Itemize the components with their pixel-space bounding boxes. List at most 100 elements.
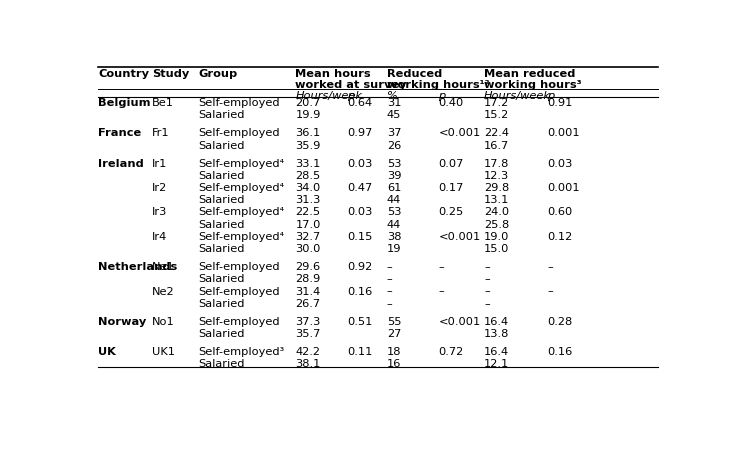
Text: 0.001: 0.001 — [547, 183, 579, 193]
Text: 45: 45 — [387, 110, 401, 120]
Text: 19.9: 19.9 — [295, 110, 321, 120]
Text: 30.0: 30.0 — [295, 244, 321, 254]
Text: 17.0: 17.0 — [295, 219, 321, 230]
Text: 12.3: 12.3 — [484, 171, 509, 181]
Text: 38: 38 — [387, 232, 401, 242]
Text: 53: 53 — [387, 207, 401, 218]
Text: –: – — [438, 262, 444, 272]
Text: 0.92: 0.92 — [347, 262, 372, 272]
Text: –: – — [484, 274, 490, 284]
Text: 25.8: 25.8 — [484, 219, 509, 230]
Text: Fr1: Fr1 — [152, 128, 170, 138]
Text: 55: 55 — [387, 317, 401, 327]
Text: Norway: Norway — [98, 317, 146, 327]
Text: –: – — [484, 287, 490, 297]
Text: –: – — [387, 262, 393, 272]
Text: <0.001: <0.001 — [438, 317, 480, 327]
Text: –: – — [547, 287, 553, 297]
Text: Self-employed³: Self-employed³ — [198, 347, 284, 357]
Text: –: – — [387, 287, 393, 297]
Text: Self-employed⁴: Self-employed⁴ — [198, 207, 284, 218]
Text: 20.7: 20.7 — [295, 98, 320, 108]
Text: Salaried: Salaried — [198, 171, 244, 181]
Text: Hours/week: Hours/week — [484, 91, 551, 100]
Text: Salaried: Salaried — [198, 359, 244, 369]
Text: 0.97: 0.97 — [347, 128, 372, 138]
Text: 29.6: 29.6 — [295, 262, 320, 272]
Text: 22.4: 22.4 — [484, 128, 509, 138]
Text: Self-employed⁴: Self-employed⁴ — [198, 232, 284, 242]
Text: Ir1: Ir1 — [152, 159, 168, 169]
Text: Self-employed: Self-employed — [198, 317, 280, 327]
Text: Be1: Be1 — [152, 98, 174, 108]
Text: 37: 37 — [387, 128, 401, 138]
Text: Mean hours
worked at survey: Mean hours worked at survey — [295, 69, 407, 90]
Text: 22.5: 22.5 — [295, 207, 320, 218]
Text: Salaried: Salaried — [198, 244, 244, 254]
Text: 32.7: 32.7 — [295, 232, 320, 242]
Text: 36.1: 36.1 — [295, 128, 320, 138]
Text: 13.8: 13.8 — [484, 329, 509, 339]
Text: %: % — [387, 91, 398, 100]
Text: Study: Study — [152, 69, 190, 78]
Text: –: – — [438, 287, 444, 297]
Text: p: p — [547, 91, 554, 100]
Text: –: – — [547, 262, 553, 272]
Text: 0.25: 0.25 — [438, 207, 463, 218]
Text: 0.03: 0.03 — [347, 207, 372, 218]
Text: Country: Country — [98, 69, 149, 78]
Text: Self-employed: Self-employed — [198, 98, 280, 108]
Text: Self-employed: Self-employed — [198, 262, 280, 272]
Text: 0.17: 0.17 — [438, 183, 463, 193]
Text: 0.64: 0.64 — [347, 98, 372, 108]
Text: 34.0: 34.0 — [295, 183, 320, 193]
Text: p: p — [347, 91, 354, 100]
Text: Self-employed⁴: Self-employed⁴ — [198, 159, 284, 169]
Text: France: France — [98, 128, 141, 138]
Text: 0.60: 0.60 — [547, 207, 572, 218]
Text: 35.7: 35.7 — [295, 329, 321, 339]
Text: 0.11: 0.11 — [347, 347, 372, 357]
Text: Self-employed: Self-employed — [198, 128, 280, 138]
Text: –: – — [484, 299, 490, 309]
Text: 33.1: 33.1 — [295, 159, 321, 169]
Text: –: – — [387, 299, 393, 309]
Text: 19.0: 19.0 — [484, 232, 509, 242]
Text: Self-employed⁴: Self-employed⁴ — [198, 183, 284, 193]
Text: 53: 53 — [387, 159, 401, 169]
Text: <0.001: <0.001 — [438, 232, 480, 242]
Text: Salaried: Salaried — [198, 110, 244, 120]
Text: p: p — [438, 91, 446, 100]
Text: 0.15: 0.15 — [347, 232, 372, 242]
Text: 35.9: 35.9 — [295, 141, 321, 150]
Text: UK1: UK1 — [152, 347, 176, 357]
Text: 31: 31 — [387, 98, 401, 108]
Text: 29.8: 29.8 — [484, 183, 509, 193]
Text: 0.72: 0.72 — [438, 347, 463, 357]
Text: 0.28: 0.28 — [547, 317, 572, 327]
Text: 44: 44 — [387, 195, 401, 205]
Text: Salaried: Salaried — [198, 141, 244, 150]
Text: 28.5: 28.5 — [295, 171, 320, 181]
Text: UK: UK — [98, 347, 116, 357]
Text: Salaried: Salaried — [198, 329, 244, 339]
Text: 0.47: 0.47 — [347, 183, 372, 193]
Text: 17.8: 17.8 — [484, 159, 509, 169]
Text: Group: Group — [198, 69, 238, 78]
Text: Ir3: Ir3 — [152, 207, 168, 218]
Text: 18: 18 — [387, 347, 401, 357]
Text: 17.2: 17.2 — [484, 98, 509, 108]
Text: Salaried: Salaried — [198, 219, 244, 230]
Text: Hours/week: Hours/week — [295, 91, 362, 100]
Text: Netherlands: Netherlands — [98, 262, 177, 272]
Text: 0.16: 0.16 — [547, 347, 572, 357]
Text: 15.2: 15.2 — [484, 110, 509, 120]
Text: 24.0: 24.0 — [484, 207, 509, 218]
Text: Ne2: Ne2 — [152, 287, 175, 297]
Text: 0.91: 0.91 — [547, 98, 573, 108]
Text: Ne1: Ne1 — [152, 262, 175, 272]
Text: 37.3: 37.3 — [295, 317, 321, 327]
Text: 0.16: 0.16 — [347, 287, 372, 297]
Text: Salaried: Salaried — [198, 299, 244, 309]
Text: Salaried: Salaried — [198, 274, 244, 284]
